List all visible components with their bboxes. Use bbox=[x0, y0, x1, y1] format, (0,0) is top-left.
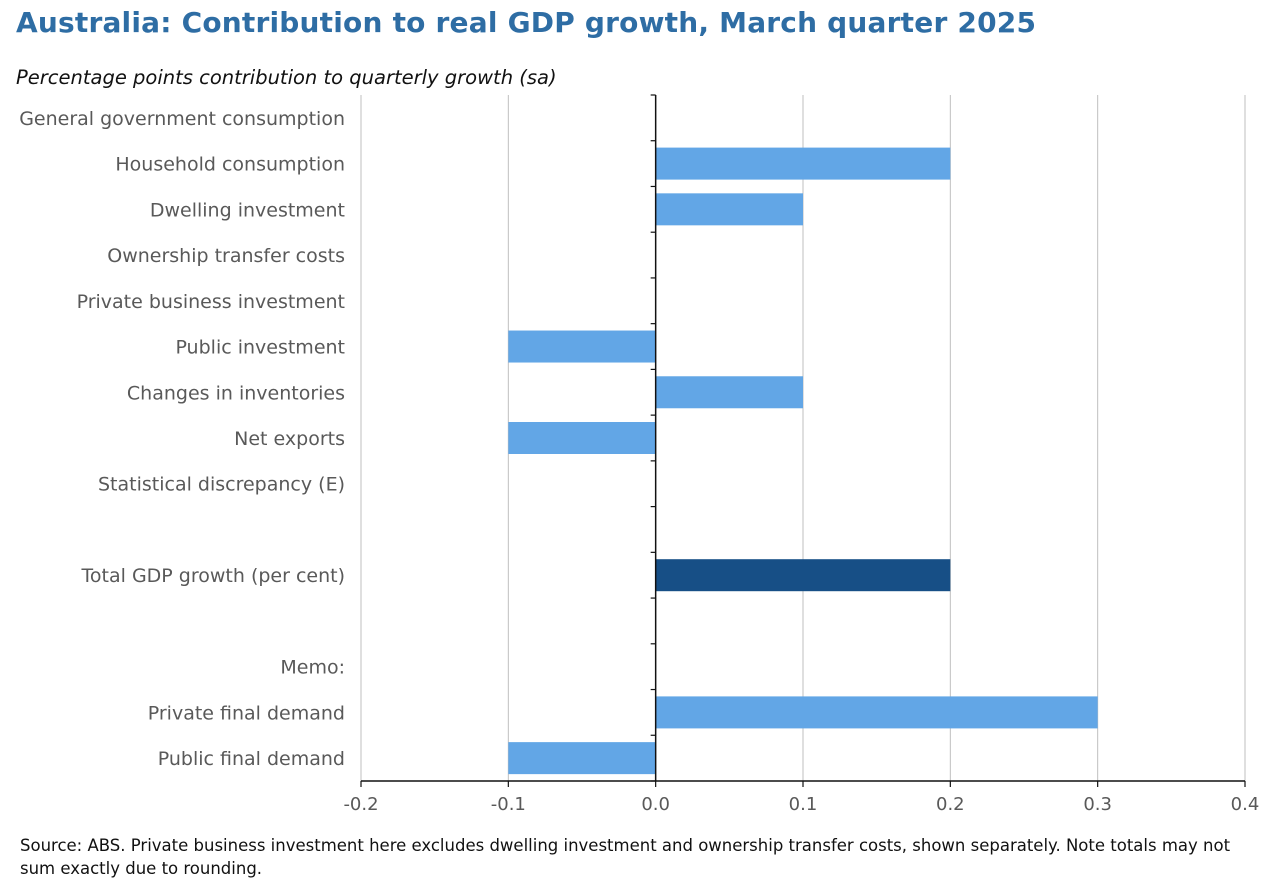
x-tick-label: -0.1 bbox=[491, 794, 526, 815]
source-note: Source: ABS. Private business investment… bbox=[20, 836, 1231, 878]
bar-private-final-demand bbox=[655, 696, 1098, 729]
category-label: General government consumption bbox=[19, 108, 345, 130]
bar-changes-in-inventories bbox=[655, 376, 803, 409]
axes bbox=[360, 94, 1246, 787]
x-tick-label: 0.1 bbox=[789, 794, 818, 815]
x-tick-label: -0.2 bbox=[343, 794, 378, 815]
x-tick-label: 0.0 bbox=[641, 794, 670, 815]
category-labels: General government consumption Household … bbox=[19, 108, 345, 770]
category-label: Public final demand bbox=[158, 748, 345, 770]
x-tick-labels: -0.2 -0.1 0.0 0.1 0.2 0.3 0.4 bbox=[343, 794, 1259, 815]
category-label: Memo: bbox=[280, 657, 345, 679]
bar-total-gdp-growth-per-cent bbox=[655, 559, 951, 592]
chart-subtitle: Percentage points contribution to quarte… bbox=[16, 66, 557, 89]
category-label: Private business investment bbox=[77, 291, 345, 313]
category-label: Public investment bbox=[175, 337, 345, 359]
bar-dwelling-investment bbox=[655, 193, 803, 226]
bars bbox=[508, 147, 1098, 775]
bar-net-exports bbox=[508, 422, 656, 454]
category-label: Ownership transfer costs bbox=[107, 245, 345, 267]
category-label: Household consumption bbox=[115, 154, 345, 176]
x-tick-label: 0.4 bbox=[1231, 794, 1260, 815]
category-label: Dwelling investment bbox=[150, 199, 345, 221]
category-label: Changes in inventories bbox=[127, 382, 345, 404]
bar-household-consumption bbox=[655, 147, 951, 180]
category-label: Total GDP growth (per cent) bbox=[81, 565, 345, 587]
bar-public-final-demand bbox=[508, 742, 656, 775]
category-label: Statistical discrepancy (E) bbox=[98, 474, 345, 496]
category-label: Net exports bbox=[234, 428, 345, 450]
bar-public-investment bbox=[508, 330, 656, 363]
x-tick-label: 0.3 bbox=[1083, 794, 1112, 815]
category-label: Private final demand bbox=[148, 702, 345, 724]
chart-title: Australia: Contribution to real GDP grow… bbox=[16, 6, 1037, 39]
bar-chart: General government consumption Household … bbox=[19, 94, 1259, 815]
x-tick-label: 0.2 bbox=[936, 794, 965, 815]
